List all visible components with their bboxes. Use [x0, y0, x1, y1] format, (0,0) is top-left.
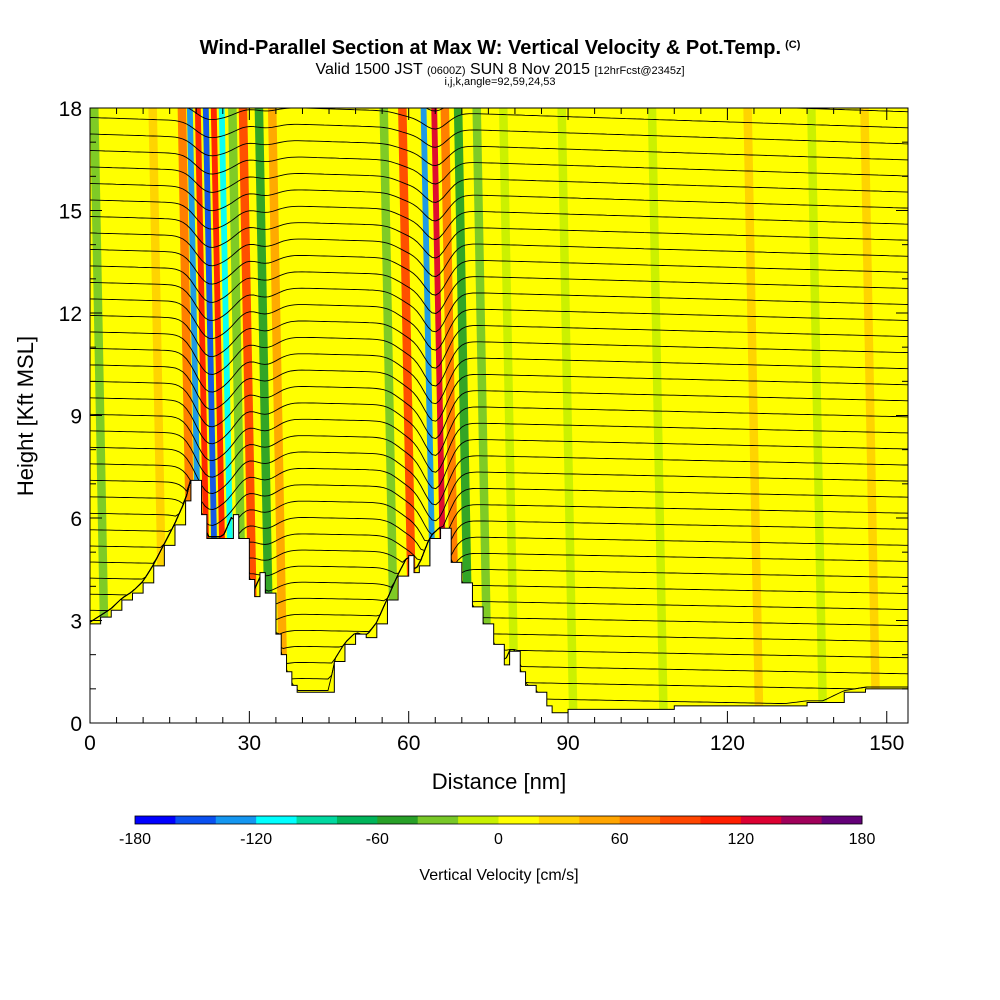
isentrope-27 [90, 248, 908, 296]
colorbar-swatch-8 [458, 816, 499, 824]
isentrope-28 [90, 232, 908, 278]
colorbar-swatch-4 [296, 816, 338, 824]
isentrope-12 [90, 479, 908, 542]
colorbar-label-0: 0 [494, 831, 503, 848]
colorbar-swatch-16 [781, 816, 823, 824]
valid-time: Valid 1500 JST [315, 61, 423, 78]
y-axis-title: Height [Kft MSL] [13, 336, 38, 496]
forecast-info: [12hrFcst@2345z] [594, 65, 685, 77]
isentrope-26 [90, 265, 908, 314]
isentrope-17 [90, 413, 908, 473]
y-tick-label-9: 9 [70, 406, 82, 429]
isentrope-25 [90, 281, 908, 333]
x-tick-label-0: 0 [84, 732, 96, 755]
valid-utc: (0600Z) [426, 65, 466, 77]
colorbar-label-60: 60 [611, 831, 629, 848]
colorbar-swatch-2 [215, 816, 257, 824]
velocity-band-19 [499, 108, 520, 723]
isentrope-31 [90, 183, 908, 222]
velocity-band-8 [254, 108, 275, 723]
velocity-band-10 [379, 108, 400, 723]
terrain [90, 479, 908, 723]
x-tick-label-90: 90 [556, 732, 579, 755]
isentrope-35 [90, 117, 908, 148]
colorbar-swatch-15 [740, 816, 782, 824]
y-tick-label-3: 3 [70, 611, 82, 634]
x-tick-label-30: 30 [238, 732, 261, 755]
isentrope-32 [90, 166, 908, 203]
isentrope-29 [90, 216, 908, 259]
isentrope-34 [90, 133, 908, 167]
colorbar-swatch-5 [336, 816, 378, 824]
isentrope-21 [90, 347, 908, 405]
colorbar-label--120: -120 [240, 831, 272, 848]
colorbar-swatch-12 [619, 816, 661, 824]
chart-title-text: Wind-Parallel Section at Max W: Vertical… [199, 37, 782, 59]
colorbar-swatch-13 [660, 816, 701, 824]
section-indices: i,j,k,angle=92,59,24,53 [444, 76, 556, 88]
y-tick-label-18: 18 [59, 98, 82, 121]
isentrope-38 [428, 91, 908, 96]
y-tick-label-6: 6 [70, 508, 82, 531]
colorbar-title: Vertical Velocity [cm/s] [419, 867, 578, 884]
isentrope-22 [90, 331, 908, 387]
isentrope-15 [90, 446, 908, 506]
colorbar-swatch-7 [417, 816, 459, 824]
isentrope-18 [90, 397, 908, 456]
velocity-band-20 [557, 108, 578, 723]
isentrope-23 [90, 314, 908, 369]
colorbar-swatch-1 [175, 816, 217, 824]
y-tick-label-15: 15 [59, 201, 82, 224]
x-tick-label-150: 150 [869, 732, 904, 755]
colorbar-frame [134, 815, 863, 825]
colorbar-swatch-0 [135, 816, 176, 824]
velocity-band-22 [743, 108, 764, 723]
colorbar-swatch-9 [498, 816, 540, 824]
colorbar: -180 -120 -60 0 60 120 180 [119, 815, 876, 848]
velocity-band-24 [860, 108, 881, 723]
valid-date: SUN 8 Nov 2015 [469, 61, 591, 78]
isentrope-36 [187, 108, 908, 130]
colorbar-swatch-6 [377, 816, 419, 824]
x-axis-title: Distance [nm] [432, 769, 567, 794]
colorbar-swatch-11 [579, 816, 621, 824]
colorbar-swatch-10 [538, 816, 580, 824]
chart-title: Wind-Parallel Section at Max W: Vertical… [0, 37, 1000, 60]
isentrope-20 [90, 364, 908, 422]
isentrope-24 [90, 298, 908, 351]
isentrope-33 [90, 150, 908, 185]
velocity-band-7 [238, 108, 259, 723]
isentrope-lines [90, 91, 908, 705]
x-tick-label-60: 60 [397, 732, 420, 755]
colorbar-label--60: -60 [366, 831, 389, 848]
isentrope-14 [90, 463, 908, 522]
isentrope-13 [90, 479, 908, 536]
colorbar-swatch-17 [821, 816, 863, 824]
velocity-band-23 [807, 108, 828, 723]
isentrope-19 [90, 380, 908, 439]
y-tick-label-12: 12 [59, 303, 82, 326]
colorbar-swatch-3 [256, 816, 298, 824]
colorbar-label-120: 120 [727, 831, 754, 848]
velocity-band-21 [647, 108, 668, 723]
plot-area [90, 91, 908, 723]
isentrope-30 [90, 199, 908, 240]
y-tick-label-0: 0 [70, 713, 82, 736]
colorbar-label--180: -180 [119, 831, 151, 848]
chart-subtitle: Valid 1500 JST (0600Z) SUN 8 Nov 2015 [1… [0, 61, 1000, 79]
colorbar-swatch-14 [700, 816, 742, 824]
velocity-band-15 [453, 108, 475, 723]
x-tick-label-120: 120 [710, 732, 745, 755]
colorbar-label-180: 180 [849, 831, 876, 848]
copyright-mark: (C) [785, 39, 801, 51]
isentrope-16 [90, 430, 908, 490]
axes: 0 30 60 90 120 150 0 3 6 9 12 15 18 [59, 98, 908, 755]
